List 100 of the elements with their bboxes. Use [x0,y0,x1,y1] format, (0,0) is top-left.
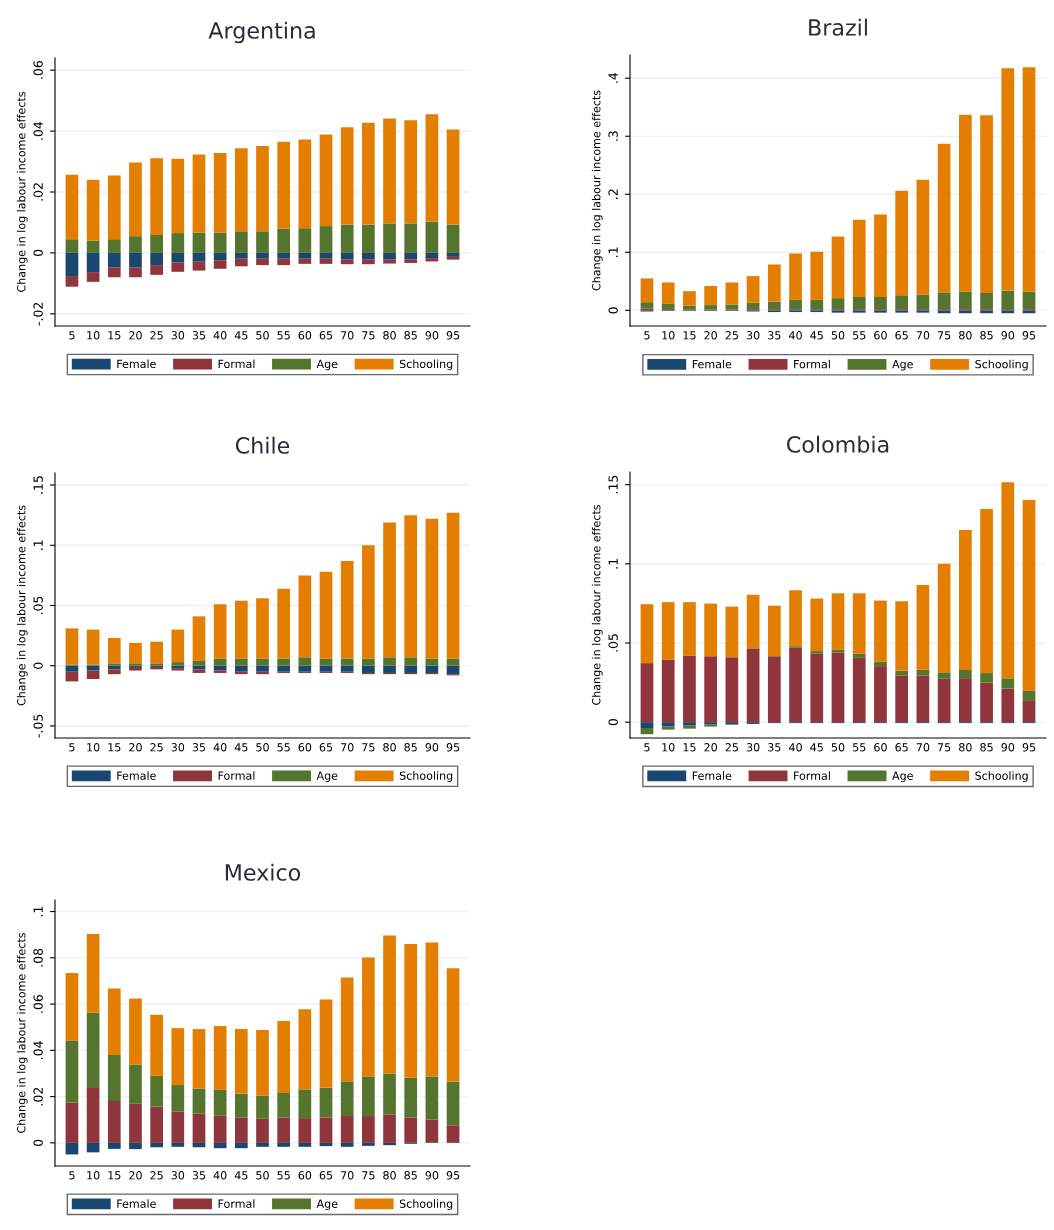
x-tick-label: 60 [874,331,887,340]
legend-label: Schooling [399,359,453,371]
x-tick-label: 50 [831,331,845,340]
x-tick-label: 35 [192,743,206,752]
x-tick-label: 10 [87,331,100,340]
x-tick-label: 15 [108,331,121,340]
x-tick-label: 50 [256,1171,269,1180]
legend-label: Schooling [975,771,1028,783]
y-axis-title: Change in log labour income effects [591,505,603,705]
y-tick-label: .08 [33,948,43,967]
x-tick-label: 55 [277,331,290,340]
x-tick-label: 5 [644,331,650,340]
y-tick-label: 0 [33,249,43,257]
x-tick-label: 10 [662,743,675,752]
x-tick-label: 10 [662,331,675,340]
x-tick-label: 70 [916,743,930,752]
y-axis-title: Change in log labour income effects [591,90,603,291]
x-tick-label: 25 [725,331,738,340]
x-tick-label: 40 [789,331,802,340]
legend-label: Formal [794,771,830,780]
legend-label: Formal [794,359,830,369]
x-tick-label: 85 [980,331,993,340]
x-tick-label: 65 [319,743,333,752]
x-tick-label: 70 [341,331,354,340]
legend-label: Age [892,360,913,371]
legend-label: Female [692,771,732,780]
x-tick-label: 60 [298,743,312,752]
x-tick-label: 20 [129,1171,142,1180]
x-tick-label: 40 [213,1171,227,1180]
x-tick-label: 45 [234,743,248,752]
legend-label: Schooling [399,771,453,782]
x-tick-label: 55 [277,1171,290,1180]
x-tick-label: 25 [150,1171,163,1180]
x-tick-label: 65 [895,743,908,752]
x-tick-label: 55 [277,743,290,752]
x-tick-label: 90 [1001,743,1015,752]
x-tick-label: 70 [916,331,930,340]
x-tick-label: 20 [704,331,717,340]
x-tick-label: 80 [383,331,396,340]
y-tick-label: .15 [608,475,618,494]
x-tick-label: 80 [959,743,972,752]
x-tick-label: 50 [831,743,845,752]
x-tick-label: 25 [150,331,163,340]
x-tick-label: 35 [192,331,206,340]
y-tick-label: .02 [33,1087,43,1106]
x-tick-label: 25 [725,743,738,752]
chart-title: Mexico [225,863,301,881]
x-tick-label: 45 [234,331,248,340]
x-tick-label: 70 [341,743,354,752]
chart-title: Chile [235,436,290,454]
x-tick-label: 30 [171,331,185,340]
x-tick-label: 40 [789,743,802,752]
y-axis-title: Change in log labour income effects [16,933,28,1133]
x-tick-label: 95 [446,1171,460,1180]
x-tick-label: 85 [404,1171,417,1180]
x-tick-label: 55 [853,743,866,752]
x-tick-label: 5 [69,331,75,340]
legend-label: Age [316,771,338,782]
x-tick-label: 15 [683,743,696,752]
legend-label: Female [117,771,156,780]
y-tick-label: 0 [608,719,618,726]
legend-label: Schooling [399,1199,453,1211]
y-tick-label: .1 [33,540,43,550]
x-tick-label: 75 [362,1171,375,1180]
x-tick-label: 15 [108,1171,121,1180]
x-tick-label: 20 [129,331,142,340]
x-tick-label: 85 [404,743,417,752]
y-tick-label: 0 [33,662,43,669]
x-tick-label: 30 [171,1171,185,1180]
x-tick-label: 65 [895,331,908,340]
y-tick-label: .02 [33,183,43,201]
y-tick-label: .2 [608,189,618,199]
x-tick-label: 40 [213,743,227,752]
x-tick-label: 90 [425,1171,439,1180]
legend-label: Female [117,1199,156,1208]
x-tick-label: 60 [874,743,887,752]
x-tick-label: 85 [404,331,417,340]
chart-title: Colombia [787,435,889,453]
y-tick-label: .1 [608,247,618,257]
x-tick-label: 90 [1001,331,1015,340]
x-tick-label: 80 [383,743,396,752]
legend-label: Formal [218,1199,255,1208]
y-tick-label: .15 [33,476,43,494]
x-tick-label: 10 [87,743,100,752]
legend-label: Formal [218,771,255,780]
x-tick-label: 15 [683,331,696,340]
x-tick-label: 90 [425,743,439,752]
x-tick-label: 95 [446,743,460,752]
y-axis-title: Change in log labour income effects [16,92,28,292]
x-tick-label: 95 [1022,331,1036,340]
x-tick-label: 15 [108,743,121,752]
x-tick-label: 45 [234,1171,248,1180]
y-tick-label: .06 [33,994,43,1013]
chart-title: Argentina [208,21,315,44]
x-tick-label: 35 [192,1171,206,1180]
legend-label: Formal [218,359,255,369]
x-tick-label: 60 [298,1171,312,1180]
x-tick-label: 70 [341,1171,354,1180]
y-tick-label: 0 [33,1139,43,1147]
y-tick-label: .4 [608,72,618,83]
